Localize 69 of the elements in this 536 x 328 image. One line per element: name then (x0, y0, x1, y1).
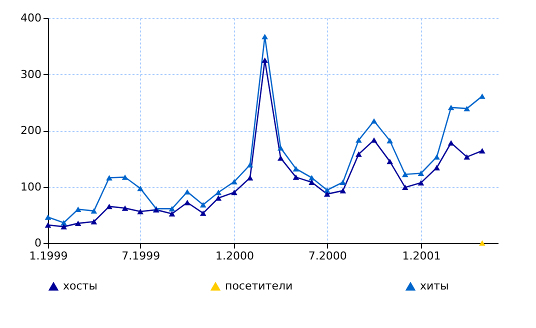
point (44, 214, 52, 220)
point (60, 220, 67, 226)
y-tick-label: 300 (20, 68, 42, 81)
point (324, 187, 330, 193)
point (74, 220, 82, 226)
point (370, 137, 378, 143)
point (106, 204, 112, 210)
point (464, 154, 470, 160)
point (122, 205, 128, 211)
y-tick-label: 0 (34, 236, 42, 250)
legend-label: посетители (225, 280, 293, 293)
point (402, 184, 408, 190)
point (448, 104, 454, 110)
legend-label: хосты (63, 280, 98, 293)
point (246, 162, 254, 168)
point (324, 191, 330, 197)
point (340, 180, 346, 185)
point (200, 210, 206, 216)
y-tick-label: 400 (20, 12, 42, 24)
point (386, 158, 393, 164)
point (246, 175, 254, 180)
point (262, 57, 268, 63)
point (479, 93, 486, 99)
point (356, 137, 362, 143)
point (60, 224, 67, 230)
point (418, 170, 424, 176)
point (448, 140, 454, 146)
point (231, 178, 238, 184)
point (340, 188, 346, 194)
point (215, 195, 222, 201)
point (356, 151, 362, 157)
point (434, 164, 440, 170)
point (168, 206, 176, 212)
point (277, 155, 284, 161)
point (277, 145, 284, 151)
point (44, 222, 52, 228)
point (370, 118, 378, 124)
x-tick-label: 1.2001 (402, 250, 441, 262)
point (479, 240, 486, 246)
point (418, 180, 424, 186)
point (402, 172, 408, 178)
point (386, 138, 393, 144)
point (292, 174, 300, 180)
point (90, 218, 98, 224)
point (137, 208, 144, 214)
legend-label: хиты (420, 280, 449, 293)
point (106, 175, 112, 180)
point (200, 202, 206, 208)
point (231, 190, 238, 196)
point (434, 154, 440, 160)
point (479, 148, 486, 154)
point (122, 174, 128, 180)
point (464, 106, 470, 112)
x-tick-label: 1.1999 (29, 250, 68, 262)
point (168, 211, 176, 216)
y-tick-label: 200 (20, 124, 42, 137)
point (308, 175, 315, 180)
point (90, 208, 98, 214)
point (308, 180, 315, 185)
point (262, 34, 268, 40)
point (292, 166, 300, 172)
x-tick-label: 7.1999 (122, 250, 160, 262)
x-tick-label: 7.2000 (308, 250, 347, 262)
point (74, 206, 82, 212)
x-tick-label: 1.2000 (215, 250, 254, 262)
y-tick-label: 100 (20, 180, 42, 194)
point (215, 190, 222, 196)
point (137, 186, 144, 192)
point (184, 200, 190, 206)
